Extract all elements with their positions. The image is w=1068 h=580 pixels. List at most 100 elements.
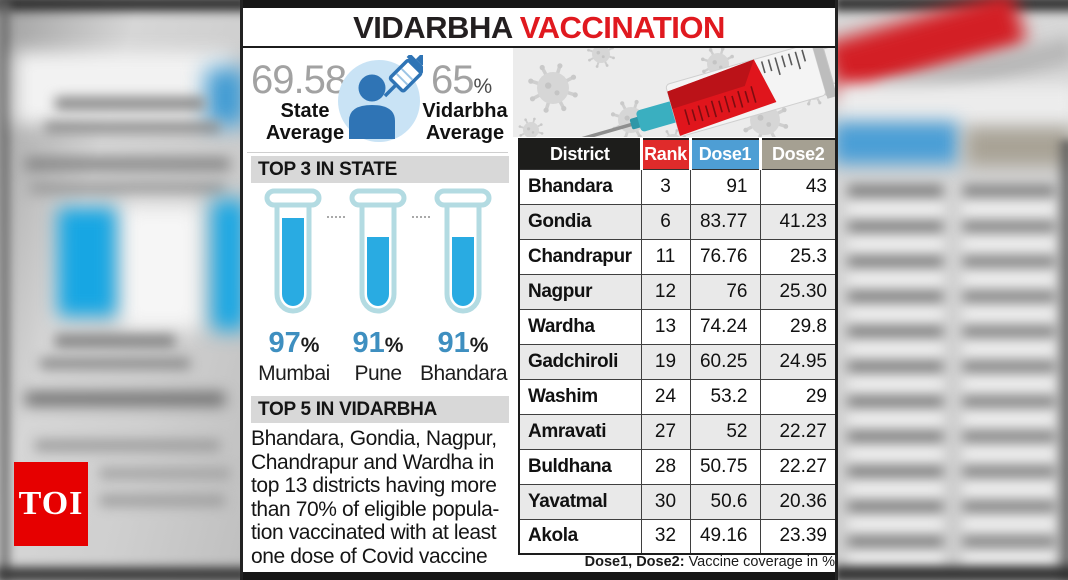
- bg-blurred-header: [966, 128, 1068, 166]
- bg-smudge: [40, 358, 190, 369]
- paragraph-line: top 13 districts having more: [251, 474, 497, 498]
- section-divider: [247, 152, 508, 153]
- state-average-number: 69.58: [251, 58, 347, 102]
- panel-bottom-bar: [243, 572, 835, 580]
- cell-dose1: 83.77: [689, 203, 761, 240]
- tube-city-name: Pune: [354, 362, 402, 385]
- cell-rank: 30: [640, 483, 691, 520]
- cell-district: Chandrapur: [518, 238, 642, 275]
- bg-smudge: [100, 468, 230, 479]
- column-header-dose2: Dose2: [758, 139, 836, 170]
- paragraph-line: one dose of Covid vaccine: [251, 544, 488, 568]
- tube-label-pune: 91% Pune: [335, 328, 421, 387]
- bg-blurred-tube: [58, 208, 116, 316]
- cell-rank: 13: [640, 308, 691, 345]
- table-row: Gondia 6 83.77 41.23: [518, 203, 837, 240]
- cell-dose2: 29.8: [759, 308, 837, 345]
- paragraph-line: tion vaccinated with at least: [251, 521, 497, 545]
- bg-blurred-tube: [212, 200, 243, 330]
- test-tube-chart: [251, 188, 509, 326]
- tube-percent: 97%: [268, 327, 320, 359]
- table-row: Washim 24 53.2 29: [518, 378, 837, 415]
- vaccination-person-icon: [335, 50, 431, 148]
- paragraph-line: than 70% of eligible popula-: [251, 497, 499, 521]
- top3-heading: TOP 3 IN STATE: [251, 156, 509, 183]
- cell-district: Buldhana: [518, 448, 642, 485]
- cell-dose2: 24.95: [759, 343, 837, 380]
- footnote-bold: Dose1, Dose2:: [584, 554, 685, 570]
- cell-rank: 6: [640, 203, 691, 240]
- test-tube-bhandara: [431, 188, 495, 324]
- footnote-rest: Vaccine coverage in %: [684, 554, 835, 570]
- tube-percent: 91%: [437, 327, 489, 359]
- vidarbha-average-value: 65%: [431, 58, 492, 103]
- table-row: Akola 32 49.16 23.39: [518, 518, 837, 555]
- dotted-connector: [327, 216, 345, 218]
- cell-dose1: 49.16: [689, 518, 761, 555]
- top5-paragraph: Bhandara, Gondia, Nagpur, Chandrapur and …: [251, 427, 515, 569]
- vidarbha-average-label: Vidarbha Average: [422, 100, 508, 144]
- bg-smudge: [55, 335, 175, 347]
- table-row: Bhandara 3 91 43: [518, 168, 837, 205]
- bg-smudge: [0, 0, 9, 580]
- bg-blurred-header: [838, 122, 958, 164]
- cell-district: Yavatmal: [518, 483, 642, 520]
- cell-dose1: 50.6: [689, 483, 761, 520]
- bg-smudge: [120, 205, 202, 330]
- blurred-newspaper-right: [838, 0, 1068, 580]
- cell-dose2: 29: [759, 378, 837, 415]
- bg-smudge: [15, 52, 230, 124]
- test-tube-pune: [346, 188, 410, 324]
- column-header-rank: Rank: [639, 139, 690, 170]
- cell-district: Gondia: [518, 203, 642, 240]
- cell-dose2: 20.36: [759, 483, 837, 520]
- tube-label-mumbai: 97% Mumbai: [251, 328, 337, 387]
- table-row: Gadchiroli 19 60.25 24.95: [518, 343, 837, 380]
- bg-smudge: [0, 0, 243, 11]
- table-row: Wardha 13 74.24 29.8: [518, 308, 837, 345]
- blurred-newspaper-left: TOI: [0, 0, 243, 580]
- table-row: Nagpur 12 76 25.30: [518, 273, 837, 310]
- tube-city-name: Mumbai: [258, 362, 330, 385]
- top5-heading: TOP 5 IN VIDARBHA: [251, 396, 509, 423]
- cell-dose2: 22.27: [759, 413, 837, 450]
- infographic-title: VIDARBHA VACCINATION: [243, 8, 835, 46]
- bg-smudge: [838, 566, 1068, 580]
- cell-dose1: 91: [689, 168, 761, 205]
- cell-rank: 11: [640, 238, 691, 275]
- cell-district: Wardha: [518, 308, 642, 345]
- bg-smudge: [100, 495, 225, 506]
- cell-rank: 28: [640, 448, 691, 485]
- district-table-body: Bhandara 3 91 43 Gondia 6 83.77 41.23 Chandrapur…: [518, 168, 837, 555]
- cell-dose1: 50.75: [689, 448, 761, 485]
- cell-dose2: 25.30: [759, 273, 837, 310]
- infographic-panel: VIDARBHA VACCINATION 69.58% State Averag…: [240, 0, 838, 580]
- cell-district: Amravati: [518, 413, 642, 450]
- title-rule: [243, 46, 835, 48]
- cell-dose2: 23.39: [759, 518, 837, 555]
- title-word-black: VIDARBHA: [353, 10, 512, 45]
- paragraph-line: Chandrapur and Wardha in: [251, 450, 494, 474]
- cell-district: Nagpur: [518, 273, 642, 310]
- cell-dose1: 76: [689, 273, 761, 310]
- cell-district: Gadchiroli: [518, 343, 642, 380]
- syringe-illustration-svg: [518, 48, 835, 137]
- bg-smudge: [1054, 140, 1068, 580]
- bg-smudge: [45, 122, 220, 133]
- toi-logo: TOI: [14, 462, 88, 546]
- cell-district: Akola: [518, 518, 642, 555]
- bg-smudge: [25, 158, 230, 170]
- cell-rank: 27: [640, 413, 691, 450]
- bg-blurred-syringe: [838, 0, 1027, 98]
- bg-smudge: [30, 183, 225, 193]
- table-footnote: Dose1, Dose2: Vaccine coverage in %: [518, 553, 835, 572]
- dotted-connector: [412, 216, 430, 218]
- bg-smudge: [35, 440, 220, 451]
- syringe-virus-illustration: [513, 48, 835, 137]
- title-word-red: VACCINATION: [519, 10, 726, 45]
- syringe-graphic: [526, 48, 835, 137]
- cell-rank: 32: [640, 518, 691, 555]
- bg-smudge: [838, 0, 1068, 11]
- table-row: Amravati 27 52 22.27: [518, 413, 837, 450]
